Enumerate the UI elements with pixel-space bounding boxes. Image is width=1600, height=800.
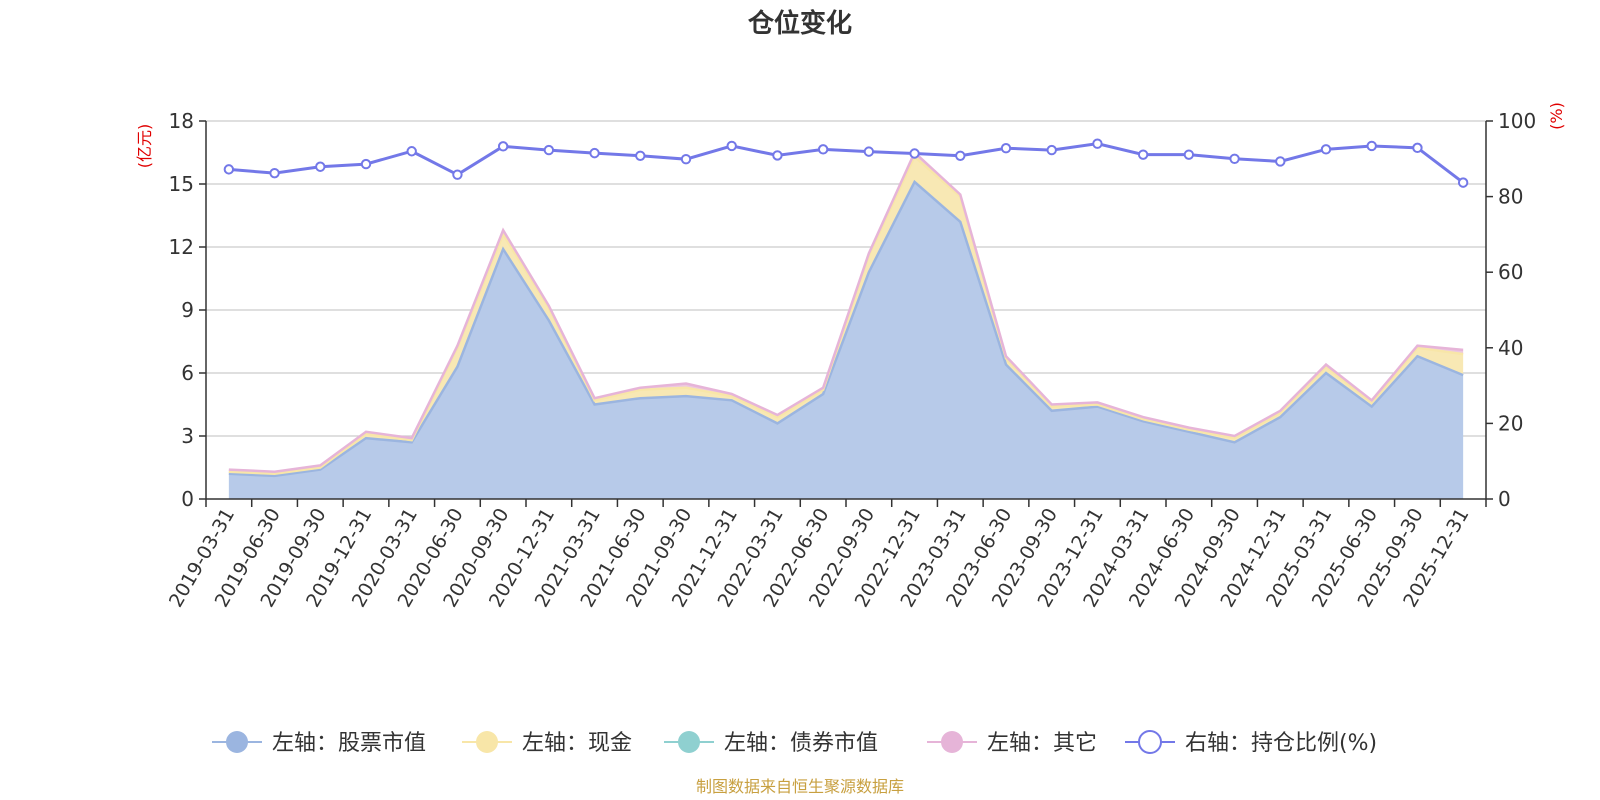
right-tick-label: 80 xyxy=(1498,185,1523,209)
ratio-point xyxy=(863,146,875,157)
ratio-point xyxy=(726,140,737,152)
legend-marker xyxy=(476,731,498,753)
legend-label: 左轴：股票市值 xyxy=(272,731,426,756)
ratio-line-layer xyxy=(223,138,1469,188)
ratio-point xyxy=(223,164,235,175)
left-tick-label: 18 xyxy=(169,109,194,133)
right-tick-label: 40 xyxy=(1498,336,1523,360)
area-series-layer xyxy=(228,150,1464,499)
ratio-point xyxy=(1412,142,1423,154)
right-tick-label: 100 xyxy=(1498,109,1536,133)
legend: 左轴：股票市值 左轴：现金 左轴：债券市值 左轴：其它 右轴：持仓比例(%) xyxy=(212,730,1377,756)
area-edge-左轴：其它 xyxy=(228,150,1464,473)
ratio-point xyxy=(315,161,326,172)
ratio-point xyxy=(1320,144,1332,155)
legend-label: 左轴：债券市值 xyxy=(724,731,878,756)
ratio-point xyxy=(589,147,600,159)
source-note: 制图数据来自恒生聚源数据库 xyxy=(696,777,904,796)
ratio-point xyxy=(360,158,372,170)
left-tick-label: 12 xyxy=(169,235,194,259)
legend-marker xyxy=(941,731,963,753)
ratio-point xyxy=(1229,153,1240,165)
legend-label: 左轴：其它 xyxy=(987,731,1097,756)
ratio-line xyxy=(228,142,1465,184)
ratio-point xyxy=(497,141,509,152)
ratio-point xyxy=(1366,140,1377,152)
legend-label: 右轴：持仓比例(%) xyxy=(1185,731,1377,756)
legend-marker xyxy=(678,731,700,753)
left-tick-label: 6 xyxy=(181,361,194,385)
ratio-point xyxy=(955,150,966,161)
ratio-point xyxy=(1092,138,1103,149)
legend-label: 左轴：现金 xyxy=(522,731,632,756)
ratio-point xyxy=(1275,156,1286,167)
ratio-point xyxy=(817,144,829,155)
left-tick-label: 15 xyxy=(169,172,194,196)
chart-title: 仓位变化 xyxy=(747,8,852,39)
area-左轴：股票市值 xyxy=(228,181,1464,499)
ratio-point xyxy=(1137,149,1149,160)
ratio-point xyxy=(635,150,646,161)
left-axis-unit: (亿元) xyxy=(135,124,154,169)
right-axis-unit: (%) xyxy=(1547,102,1566,130)
left-tick-label: 9 xyxy=(181,298,194,322)
area-edge-左轴：股票市值 xyxy=(228,179,1464,478)
right-tick-label: 60 xyxy=(1498,260,1523,284)
ratio-point xyxy=(680,153,692,165)
ratio-point xyxy=(909,148,920,159)
ratio-point xyxy=(1457,177,1469,188)
ratio-point xyxy=(406,146,417,157)
right-tick-label: 20 xyxy=(1498,411,1523,435)
left-tick-label: 0 xyxy=(181,487,194,511)
left-tick-label: 3 xyxy=(181,424,194,448)
ratio-point xyxy=(1183,149,1195,160)
ratio-point xyxy=(269,167,280,179)
ratio-point xyxy=(452,169,463,180)
legend-marker xyxy=(226,731,248,753)
ratio-point xyxy=(1000,143,1012,154)
ratio-point xyxy=(543,144,555,156)
ratio-point xyxy=(1046,144,1057,156)
right-tick-label: 0 xyxy=(1498,487,1511,511)
ratio-point xyxy=(772,150,783,161)
legend-marker xyxy=(1138,730,1162,754)
